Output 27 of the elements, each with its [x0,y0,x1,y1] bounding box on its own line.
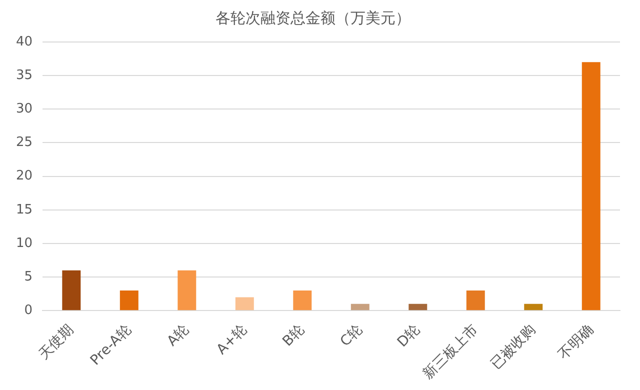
bar [524,304,543,310]
y-tick-label: 25 [16,135,33,150]
y-tick-label: 20 [16,168,33,184]
bar [62,270,81,310]
x-tick-label: 天使期 [36,322,77,363]
y-tick-label: 30 [16,102,33,117]
bar [120,290,138,310]
bar [293,290,312,310]
x-tick-label: 不明确 [556,322,597,363]
bar [466,290,485,310]
y-tick-label: 40 [16,34,33,50]
chart-title: 各轮次融资总金额（万美元） [216,8,410,27]
bar [178,270,196,310]
x-tick-label: B轮 [280,322,308,350]
y-tick-label: 10 [16,236,33,251]
bar [582,62,600,310]
y-tick-label: 35 [16,68,33,83]
y-tick-label: 5 [24,269,33,284]
x-tick-label: 已被收购 [488,322,539,373]
x-tick-label: A+轮 [214,322,250,358]
bar [408,304,428,310]
bar [235,297,254,310]
x-tick-label: A轮 [164,322,192,350]
y-tick-label: 15 [16,202,33,218]
bar [350,304,370,310]
y-tick-label: 0 [24,303,33,318]
x-tick-label: C轮 [337,322,366,350]
